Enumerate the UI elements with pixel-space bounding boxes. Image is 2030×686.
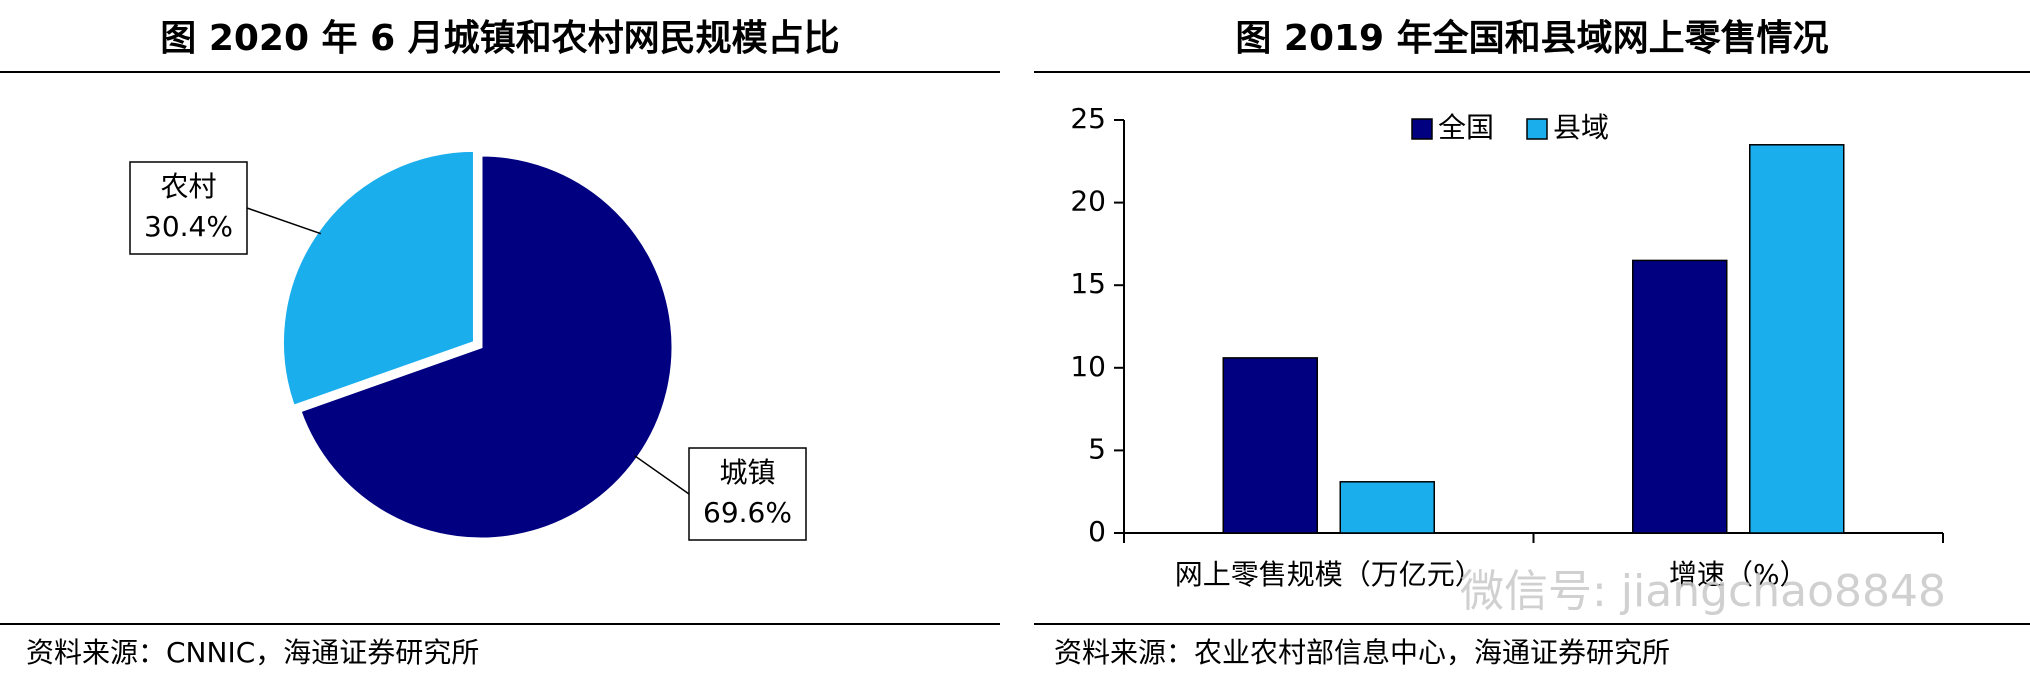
label-box	[129, 161, 248, 255]
x-tick-label: 增速（%）	[1669, 558, 1808, 591]
bar	[1632, 259, 1728, 534]
legend-swatch	[1526, 118, 1548, 140]
leader-line	[246, 207, 322, 235]
source: 资料来源：农业农村部信息中心，海通证券研究所	[1054, 636, 1670, 669]
y-tick-label: 10	[1070, 350, 1106, 383]
value-label: 69.6%	[703, 496, 792, 529]
category-label: 农村	[160, 170, 216, 203]
legend-label: 县域	[1553, 111, 1609, 144]
chart-title: 图 2020 年 6 月城镇和农村网民规模占比	[160, 18, 839, 59]
chart-title: 图 2019 年全国和县域网上零售情况	[1235, 17, 1828, 59]
y-tick-label: 5	[1088, 432, 1106, 465]
bar	[1222, 357, 1318, 534]
y-tick-label: 0	[1088, 515, 1106, 548]
category-label: 城镇	[719, 456, 775, 489]
legend-label: 全国	[1438, 111, 1494, 144]
watermark: 微信号: jiangchao8848	[1460, 566, 1946, 617]
value-label: 30.4%	[144, 210, 233, 243]
legend-swatch	[1411, 118, 1433, 140]
leader-line	[634, 455, 690, 495]
x-tick-label: 网上零售规模（万亿元）	[1175, 558, 1483, 591]
y-tick-label: 20	[1070, 185, 1106, 218]
label-box	[688, 447, 807, 541]
pie-slice	[281, 148, 476, 409]
y-tick-label: 15	[1070, 267, 1106, 300]
bar	[1749, 144, 1845, 534]
bar	[1339, 481, 1435, 534]
y-tick-label: 25	[1070, 102, 1106, 135]
source: 资料来源：CNNIC，海通证券研究所	[26, 636, 479, 669]
